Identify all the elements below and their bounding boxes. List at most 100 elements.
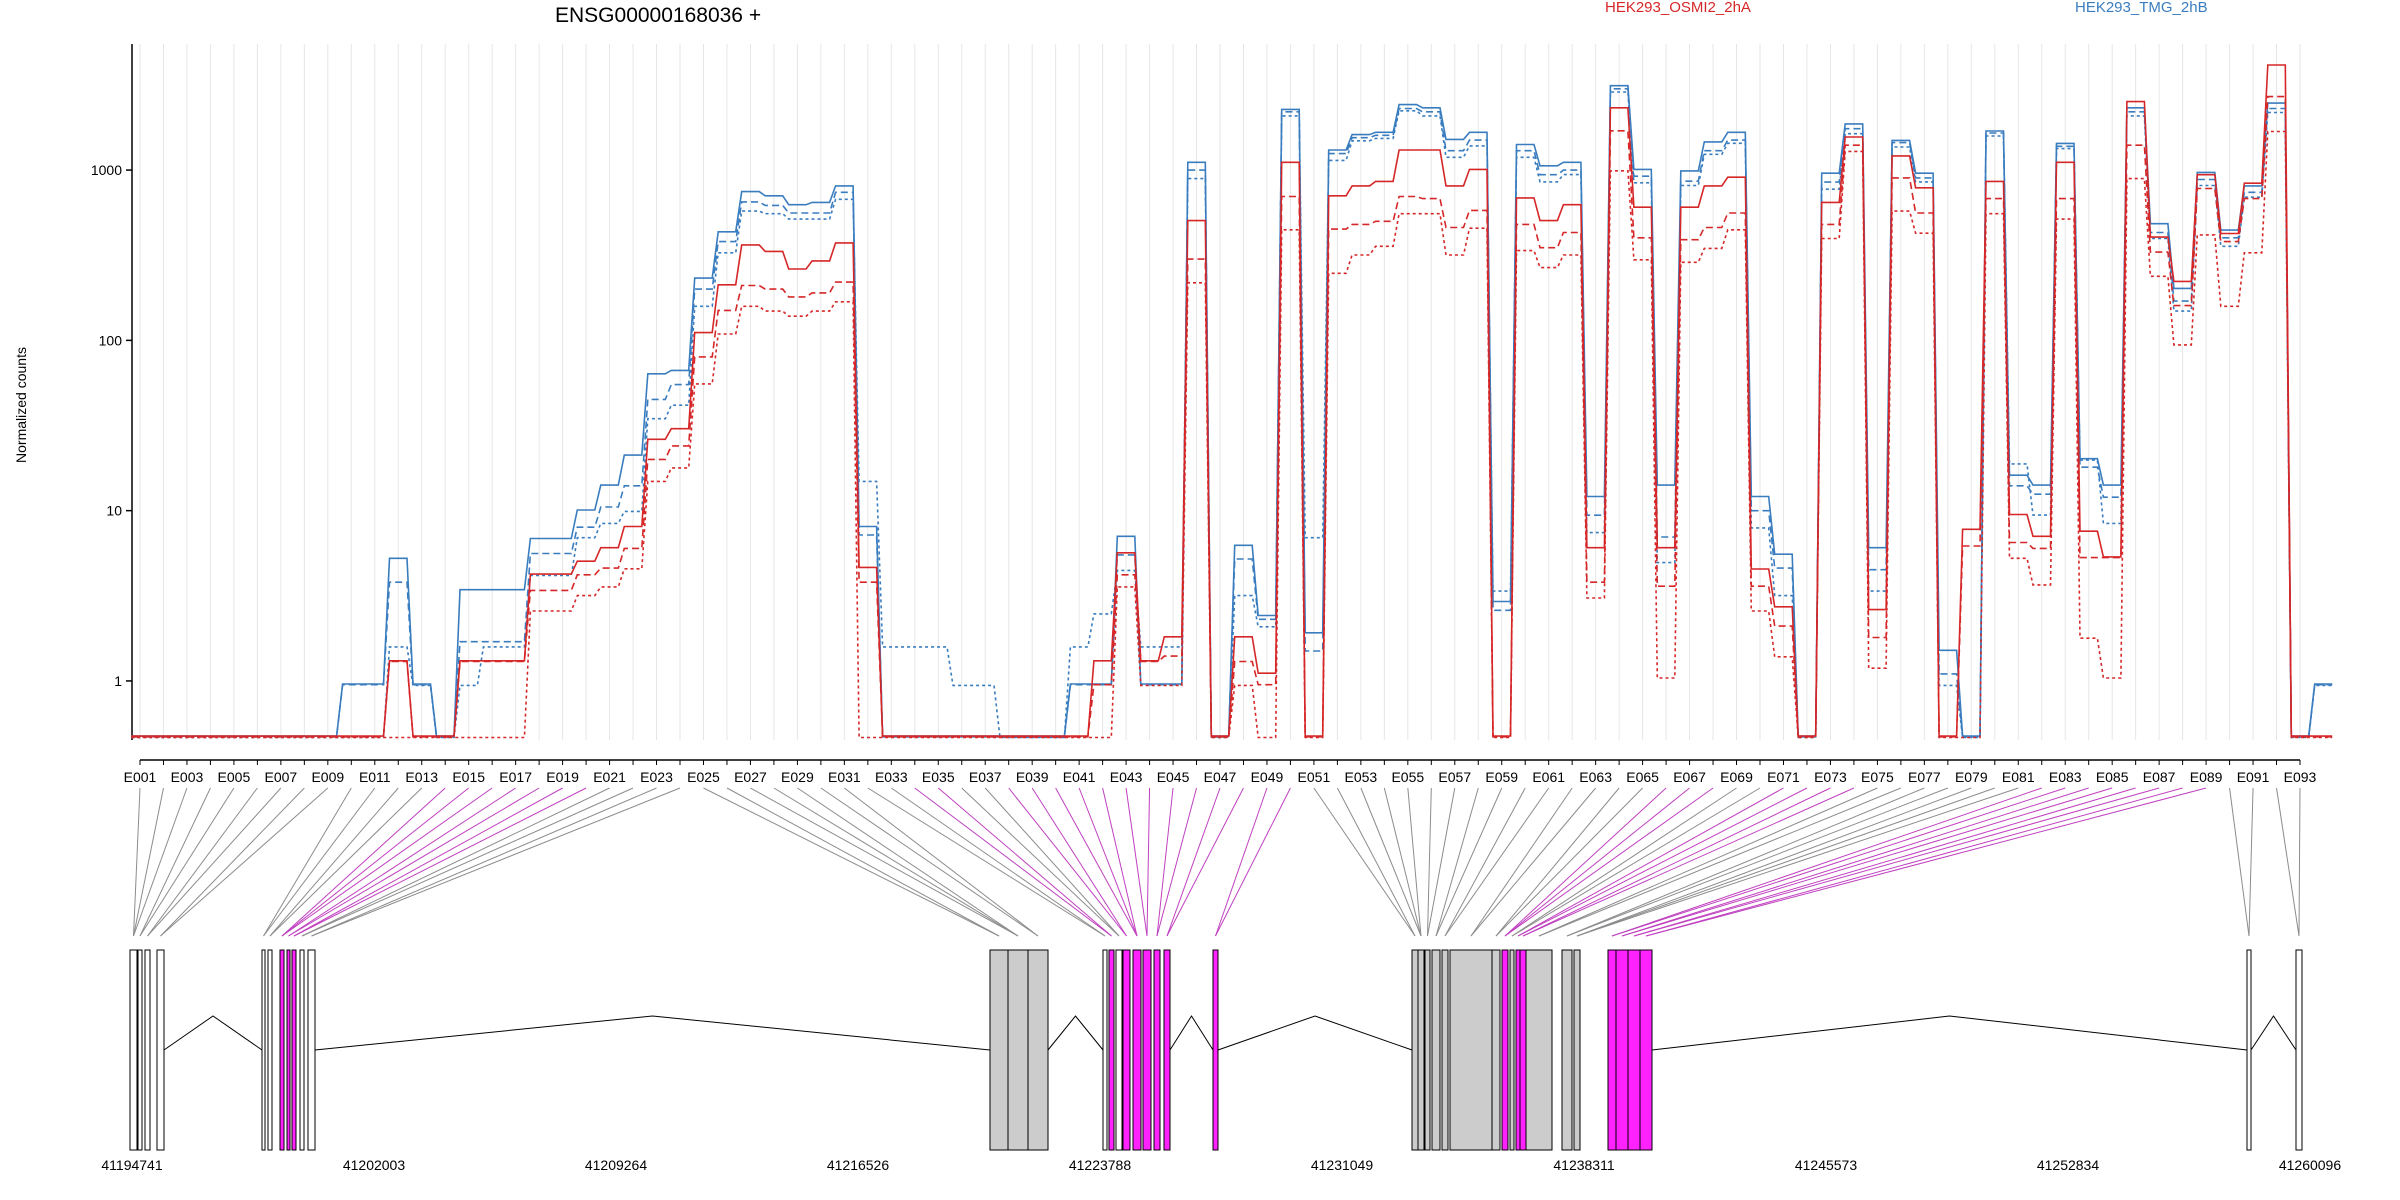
exon-connector [293, 787, 563, 937]
exon-box [279, 949, 285, 1151]
exon-connector [269, 787, 423, 937]
exon-connector [1504, 787, 1714, 937]
exon-connector [263, 787, 352, 937]
exon-connector [1166, 787, 1221, 937]
x-tick-label: E075 [1861, 769, 1894, 785]
exon-connector [773, 787, 1019, 937]
x-tick-label: E037 [969, 769, 1002, 785]
x-tick-label: E055 [1391, 769, 1424, 785]
exon-connector [914, 787, 1112, 937]
exon-connector [147, 787, 258, 937]
exon-connector [133, 787, 188, 937]
exon-box [1525, 949, 1553, 1151]
exon-box [1441, 949, 1449, 1151]
exon-connector [844, 787, 1039, 937]
exon-connector [1383, 787, 1422, 937]
x-tick-label: E017 [499, 769, 532, 785]
exon-connector [1125, 787, 1148, 937]
x-tick-label: E045 [1157, 769, 1190, 785]
x-tick-label: E073 [1814, 769, 1847, 785]
x-tick-label: E015 [452, 769, 485, 785]
exon-box [1515, 949, 1521, 1151]
exon-connector [301, 787, 634, 937]
exon-connector [2298, 787, 2301, 937]
exon-connector [1633, 787, 2136, 937]
x-tick-label: E059 [1485, 769, 1518, 785]
x-tick-label: E001 [124, 769, 157, 785]
legend-osmi: HEK293_OSMI2_2hA [1605, 0, 1751, 16]
exon-box [1122, 949, 1131, 1151]
exon-connector [1031, 787, 1127, 937]
exon-connector [2276, 787, 2300, 937]
exon-connector [1470, 787, 1573, 937]
exon-box [1639, 949, 1653, 1151]
exon-box [2295, 949, 2303, 1151]
exon-connector [1444, 787, 1526, 937]
intron-line [2250, 1015, 2297, 1051]
x-tick-label: E085 [2096, 769, 2129, 785]
series-line [131, 130, 2333, 739]
x-tick-label: E071 [1767, 769, 1800, 785]
exon-box [144, 949, 151, 1151]
legend-tmg: HEK293_TMG_2hB [2075, 0, 2208, 16]
exon-connector [1611, 787, 2042, 937]
x-tick-label: E079 [1955, 769, 1988, 785]
x-tick-label: E081 [2002, 769, 2035, 785]
exon-box [1519, 949, 1527, 1151]
exon-connector [139, 787, 211, 937]
genomic-coordinate-label: 41216526 [827, 1157, 890, 1173]
exon-connector [867, 787, 1106, 937]
gene-model [129, 949, 2303, 1151]
exon-connector [891, 787, 1106, 937]
x-tick-label: E023 [640, 769, 673, 785]
exon-connector [820, 787, 1039, 937]
exon-connector [937, 787, 1112, 937]
chart-title: ENSG00000168036 + [555, 4, 761, 27]
x-tick-label: E087 [2143, 769, 2176, 785]
exon-box [1491, 949, 1501, 1151]
exon-box [1607, 949, 1617, 1151]
exon-box [1627, 949, 1641, 1151]
y-tick-label: 1000 [91, 162, 122, 178]
x-tick-label: E025 [687, 769, 720, 785]
exon-connector [1156, 787, 1198, 937]
x-tick-label: E053 [1345, 769, 1378, 785]
x-tick-label: E033 [875, 769, 908, 785]
exon-connector [147, 787, 282, 937]
exon-connector [1517, 787, 1784, 937]
exon-connector [160, 787, 305, 937]
exon-connector [1336, 787, 1416, 937]
intron-line [1651, 1015, 2248, 1051]
exon-connector [1156, 787, 1174, 937]
exon-box [1501, 949, 1509, 1151]
y-tick-label: 10 [106, 503, 122, 519]
exon-box [156, 949, 165, 1151]
exon-box [299, 949, 305, 1151]
exon-connector [1055, 787, 1138, 937]
exon-connector [1522, 787, 1855, 937]
exon-connector [1645, 787, 2183, 937]
genomic-coordinate-label: 41209264 [585, 1157, 648, 1173]
x-tick-label: E035 [922, 769, 955, 785]
exon-connector [263, 787, 376, 937]
exon-box [1411, 949, 1419, 1151]
exon-box [989, 949, 1009, 1151]
exon-connector [288, 787, 516, 937]
exon-connector [703, 787, 1000, 937]
exon-connector [2248, 787, 2254, 937]
x-tick-label: E039 [1016, 769, 1049, 785]
series-lines [131, 64, 2333, 739]
x-tick-label: E021 [593, 769, 626, 785]
exon-box [1102, 949, 1108, 1151]
exon-connector [269, 787, 399, 937]
exon-box [137, 949, 143, 1151]
series-line [131, 91, 2333, 739]
exon-box [1615, 949, 1629, 1151]
exon-connector [1215, 787, 1291, 937]
exon-box [1509, 949, 1515, 1151]
exon-connector [288, 787, 540, 937]
exon-connector [1470, 787, 1597, 937]
exon-connector [281, 787, 446, 937]
x-tick-label: E013 [405, 769, 438, 785]
exon-connector [2229, 787, 2250, 937]
